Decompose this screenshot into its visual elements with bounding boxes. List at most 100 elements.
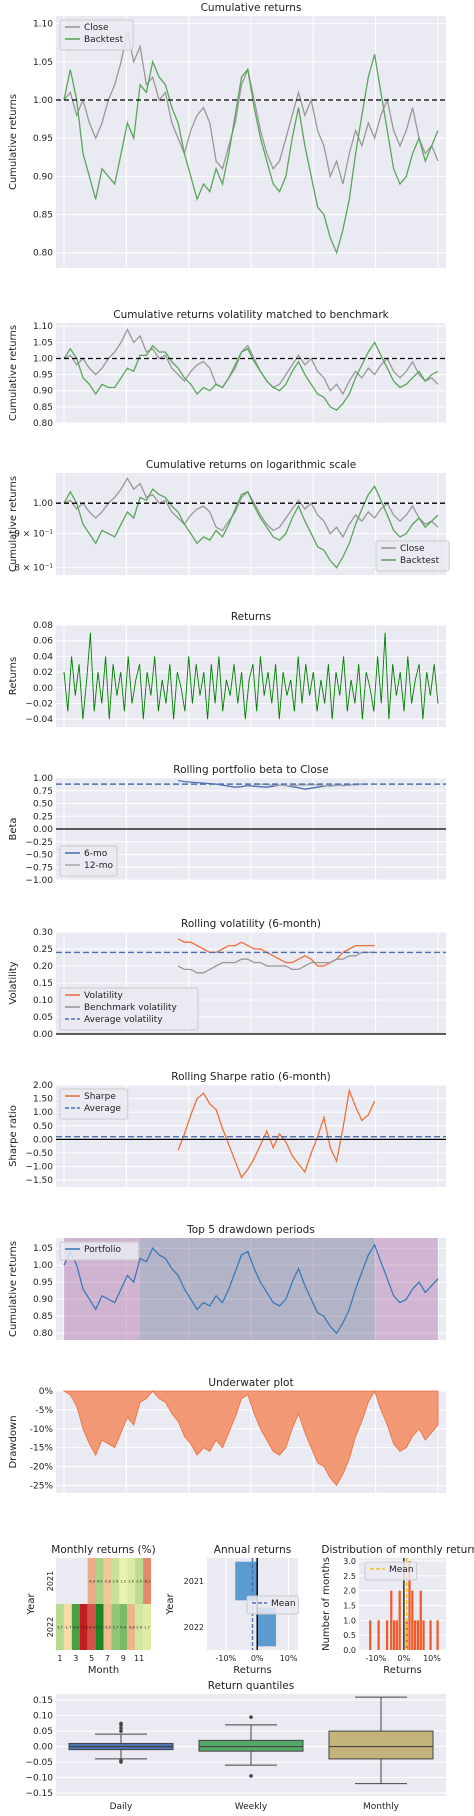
y-axis-label: Drawdown xyxy=(8,1415,19,1468)
chart-dd: Top 5 drawdown periods Cumulative returns… xyxy=(8,1224,446,1340)
heatmap-value: 6.9 xyxy=(120,1626,126,1630)
heatmap-value: 1.2 xyxy=(120,1580,126,1584)
outlier-point xyxy=(119,1726,123,1730)
y-tick-label: 0.00 xyxy=(33,825,53,835)
heatmap-cell xyxy=(135,1604,144,1650)
y-tick-label: 0.80 xyxy=(33,1329,53,1339)
drawdown-area xyxy=(62,1390,439,1487)
y-tick-label: -5% xyxy=(35,1406,53,1416)
histogram-bar xyxy=(405,1620,408,1650)
heatmap-value: 2.4 xyxy=(136,1626,142,1630)
chart-title: Return quantiles xyxy=(208,1680,294,1692)
bar xyxy=(257,1607,277,1647)
y-tick-label: 0.90 xyxy=(33,387,53,397)
y-tick-label: 0.75 xyxy=(33,787,53,797)
y-tick-label: 0.90 xyxy=(33,172,53,182)
chart-log: Cumulative returns on logarithmic scale C… xyxy=(8,459,450,575)
heatmap-value: 2.9 xyxy=(113,1580,119,1584)
chart-title: Rolling portfolio beta to Close xyxy=(173,764,328,776)
y-tick-label: 0.04 xyxy=(33,652,53,662)
chart-title: Rolling Sharpe ratio (6-month) xyxy=(171,1071,330,1083)
heatmap-value: -11.8 xyxy=(79,1626,89,1630)
x-tick-label: Weekly xyxy=(235,1802,268,1812)
y-tick-label: 1.5 xyxy=(343,1601,356,1610)
outlier-point xyxy=(249,1715,253,1719)
chart-volm: Cumulative returns volatility matched to… xyxy=(8,309,446,429)
histogram-bar xyxy=(416,1620,420,1650)
y-tick-label: 1.00 xyxy=(33,96,53,106)
x-tick-label: -10% xyxy=(366,1654,387,1663)
chart-cum: Cumulative returns Cumulative returns 0.80… xyxy=(8,2,446,268)
y-axis-label: Volatility xyxy=(8,961,19,1004)
heatmap-cell xyxy=(95,1558,104,1604)
chart-title: Cumulative returns volatility matched to… xyxy=(113,309,389,321)
y-tick-label: 0.80 xyxy=(33,249,53,259)
y-axis-label: Returns xyxy=(8,657,19,695)
y-tick-label: −0.50 xyxy=(25,851,53,861)
heatmap-value: 3.7 xyxy=(57,1626,63,1630)
y-tick-label: 0.95 xyxy=(33,371,53,381)
y-tick-label: 0.05 xyxy=(33,1727,53,1737)
outlier-point xyxy=(119,1729,123,1733)
heatmap-value: 9.6 xyxy=(73,1626,79,1630)
y-tick-label: 0.85 xyxy=(33,1312,53,1322)
x-tick-label: 11 xyxy=(134,1654,144,1663)
series-line xyxy=(63,1243,439,1335)
y-tick-label: −1.00 xyxy=(25,876,53,886)
x-axis-label: Returns xyxy=(383,1665,421,1676)
heatmap-cell xyxy=(71,1604,80,1650)
x-tick-label: 9 xyxy=(121,1654,126,1663)
x-tick-label: 1 xyxy=(57,1654,62,1663)
heatmap-value: 5.7 xyxy=(113,1626,119,1630)
y-tick-label: 1.00 xyxy=(33,774,53,784)
heatmap-value: -2.8 xyxy=(104,1580,112,1584)
y-tick-label: 0.0 xyxy=(343,1646,356,1655)
heatmap-cell xyxy=(103,1558,112,1604)
y-tick-label: 0.15 xyxy=(33,1696,53,1706)
chart-sharpe: Rolling Sharpe ratio (6-month) Sharpe rat… xyxy=(8,1071,446,1187)
y-tick-label: 0.08 xyxy=(33,621,53,631)
y-axis-label: Cumulative returns xyxy=(8,1241,19,1337)
heatmap-value: -8.9 xyxy=(88,1626,96,1630)
y-axis-label: Year xyxy=(26,1593,37,1616)
y-axis-label: Beta xyxy=(8,817,19,840)
histogram-bar xyxy=(436,1620,439,1650)
heatmap-value: 1.7 xyxy=(144,1626,150,1630)
y-tick-label: 0.50 xyxy=(33,800,53,810)
y-tick-label: −1.50 xyxy=(25,1176,53,1186)
y-tick-label: 1.05 xyxy=(33,1244,53,1254)
y-tick-label: 0.95 xyxy=(33,134,53,144)
y-tick-label: 0.15 xyxy=(33,979,53,989)
legend-box xyxy=(364,1561,418,1581)
heatmap-cell xyxy=(127,1558,136,1604)
heatmap-value: 3.5 xyxy=(136,1580,142,1584)
y-tick-label: 0.50 xyxy=(33,1122,53,1132)
y-tick-label: 2.5 xyxy=(343,1572,356,1581)
x-axis-label: Month xyxy=(88,1665,119,1676)
chart-title: Rolling volatility (6-month) xyxy=(181,918,321,930)
y-tick-label: -25% xyxy=(30,1481,54,1491)
y-tick-label: 0.95 xyxy=(33,1278,53,1288)
legend-entry: Sharpe xyxy=(84,1092,116,1102)
heatmap-cell xyxy=(103,1604,112,1650)
chart-uw: Underwater plot Drawdown 0% -5% -10% -15% -20%… xyxy=(8,1377,446,1493)
y-tick-label: 0.5 xyxy=(343,1631,356,1640)
y-tick-label: 1.00 xyxy=(33,1108,53,1118)
y-tick-label: -20% xyxy=(30,1463,54,1473)
y-tick-label: 1.05 xyxy=(33,338,53,348)
y-tick-label: 0.25 xyxy=(33,812,53,822)
histogram-bar xyxy=(369,1620,372,1650)
x-tick-label: 0% xyxy=(251,1654,264,1663)
series-line xyxy=(63,485,439,569)
y-tick-label: −0.25 xyxy=(25,838,53,848)
y-tick-label: 0.10 xyxy=(33,1712,53,1722)
histogram-bar xyxy=(411,1590,414,1650)
histogram-bar xyxy=(422,1620,425,1650)
y-tick-label: 1.10 xyxy=(33,322,53,332)
y-tick-label: 8 × 10⁻¹ xyxy=(14,564,53,574)
heatmap-cell xyxy=(111,1604,120,1650)
heatmap-cell xyxy=(119,1558,128,1604)
heatmap-value: -4.3 xyxy=(88,1580,95,1584)
y-tick-label: 0.20 xyxy=(33,962,53,972)
